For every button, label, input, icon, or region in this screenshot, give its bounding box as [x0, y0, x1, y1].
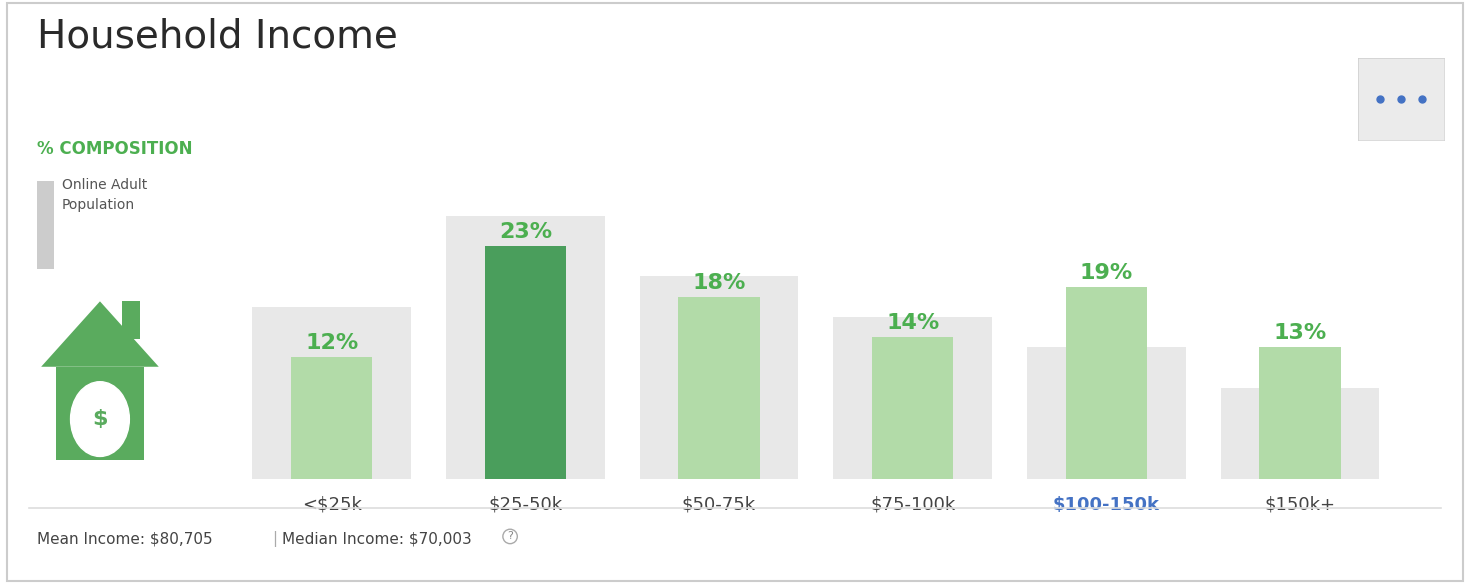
Text: Online Adult
Population: Online Adult Population	[62, 178, 147, 211]
Bar	[56, 367, 144, 460]
Bar	[122, 301, 140, 339]
Bar	[253, 307, 412, 479]
Bar	[445, 215, 604, 479]
Text: Mean Income: $80,705: Mean Income: $80,705	[37, 531, 212, 547]
Bar	[678, 297, 760, 479]
Bar	[1220, 388, 1379, 479]
Bar	[1260, 347, 1341, 479]
Bar	[833, 317, 992, 479]
Text: 13%: 13%	[1273, 323, 1326, 343]
Bar	[639, 276, 798, 479]
Bar	[1066, 287, 1147, 479]
Circle shape	[71, 382, 129, 457]
Text: $: $	[93, 409, 107, 429]
Bar	[485, 246, 566, 479]
Text: ?: ?	[507, 531, 513, 541]
Bar	[872, 337, 954, 479]
Text: 14%: 14%	[886, 313, 939, 333]
Polygon shape	[41, 301, 159, 367]
Text: 23%: 23%	[498, 222, 551, 242]
Text: 18%: 18%	[692, 273, 745, 293]
Bar	[1028, 347, 1186, 479]
Text: 19%: 19%	[1080, 262, 1133, 283]
Text: 12%: 12%	[306, 333, 359, 353]
Text: |: |	[272, 531, 276, 547]
Text: Household Income: Household Income	[37, 18, 397, 55]
Bar	[291, 357, 372, 479]
Text: Median Income: $70,003: Median Income: $70,003	[282, 531, 472, 547]
Text: % COMPOSITION: % COMPOSITION	[37, 140, 193, 158]
